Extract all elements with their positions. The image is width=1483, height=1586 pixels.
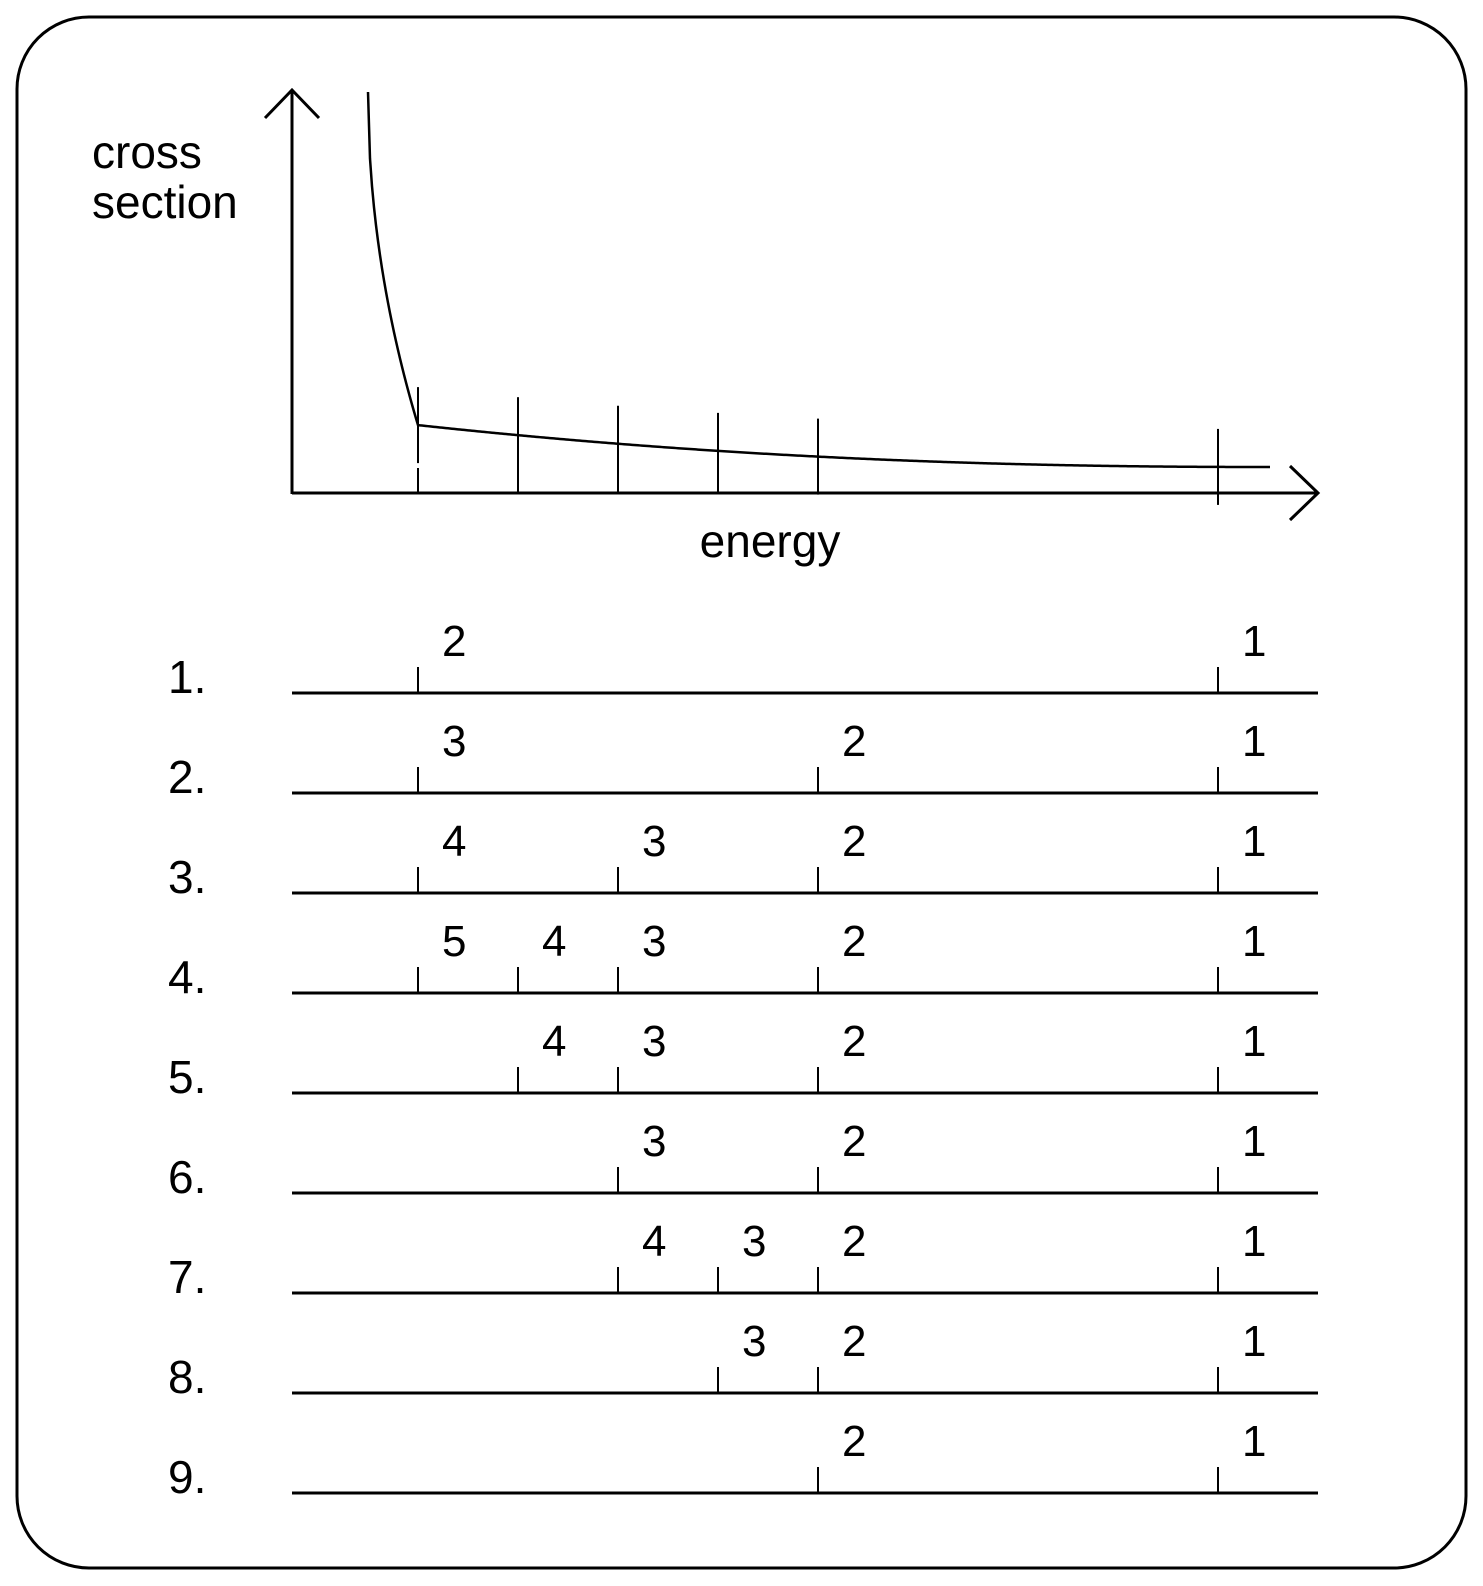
row-tick-label: 2: [442, 617, 466, 666]
row-tick-label: 4: [642, 1217, 666, 1266]
y-axis-label-line-2: section: [92, 176, 238, 228]
row-tick-label: 4: [542, 1017, 566, 1066]
group-row: 8. 3 2 1: [168, 1317, 1318, 1403]
row-tick-label: 2: [842, 917, 866, 966]
row-tick-label: 2: [842, 1217, 866, 1266]
x-axis-label: energy: [700, 515, 841, 567]
row-tick-label: 1: [1242, 817, 1266, 866]
row-tick-label: 1: [1242, 917, 1266, 966]
row-tick-label: 2: [842, 717, 866, 766]
row-tick-label: 1: [1242, 617, 1266, 666]
group-row: 7. 4 3 2 1: [168, 1217, 1318, 1303]
row-tick-label: 2: [842, 1417, 866, 1466]
row-tick-label: 1: [1242, 1317, 1266, 1366]
row-tick-label: 3: [642, 1017, 666, 1066]
row-tick-label: 2: [842, 817, 866, 866]
row-number: 6.: [168, 1151, 206, 1203]
cross-section-graph: cross section energy: [92, 87, 1321, 567]
row-number: 3.: [168, 851, 206, 903]
row-tick-label: 2: [842, 1017, 866, 1066]
group-row: 5. 4 3 2 1: [168, 1017, 1318, 1103]
row-tick-label: 3: [742, 1217, 766, 1266]
y-axis-label-line-1: cross: [92, 126, 202, 178]
group-row: 1.2 1: [168, 617, 1318, 703]
x-axis-ticks: [417, 468, 1219, 493]
row-number: 8.: [168, 1351, 206, 1403]
row-tick-label: 3: [642, 1117, 666, 1166]
y-axis-arrowhead: [263, 87, 321, 120]
group-row: 4. 5 4 3 2 1: [168, 917, 1318, 1003]
row-tick-label: 1: [1242, 1417, 1266, 1466]
group-row: 9.2 1: [168, 1417, 1318, 1503]
row-tick-label: 4: [442, 817, 466, 866]
row-tick-label: 1: [1242, 717, 1266, 766]
row-tick-label: 5: [442, 917, 466, 966]
group-rows: 1.2 12.3 2 13.4 3 2 14.5 4 3 2 15.4 3 2 16.3 2 17.4 3 2 18…: [168, 617, 1318, 1503]
row-tick-label: 3: [742, 1317, 766, 1366]
row-tick-label: 2: [842, 1317, 866, 1366]
row-number: 5.: [168, 1051, 206, 1103]
row-tick-label: 3: [642, 817, 666, 866]
row-tick-label: 3: [642, 917, 666, 966]
row-number: 7.: [168, 1251, 206, 1303]
row-tick-label: 3: [442, 717, 466, 766]
row-number: 9.: [168, 1451, 206, 1503]
row-tick-label: 2: [842, 1117, 866, 1166]
row-tick-label: 1: [1242, 1117, 1266, 1166]
row-number: 1.: [168, 651, 206, 703]
row-tick-label: 1: [1242, 1217, 1266, 1266]
row-number: 2.: [168, 751, 206, 803]
row-tick-label: 4: [542, 917, 566, 966]
x-axis-arrowhead: [1288, 464, 1321, 522]
group-row: 2. 3 2 1: [168, 717, 1318, 803]
group-row: 6. 3 2 1: [168, 1117, 1318, 1203]
row-number: 4.: [168, 951, 206, 1003]
group-row: 3. 4 3 2 1: [168, 817, 1318, 903]
row-tick-label: 1: [1242, 1017, 1266, 1066]
